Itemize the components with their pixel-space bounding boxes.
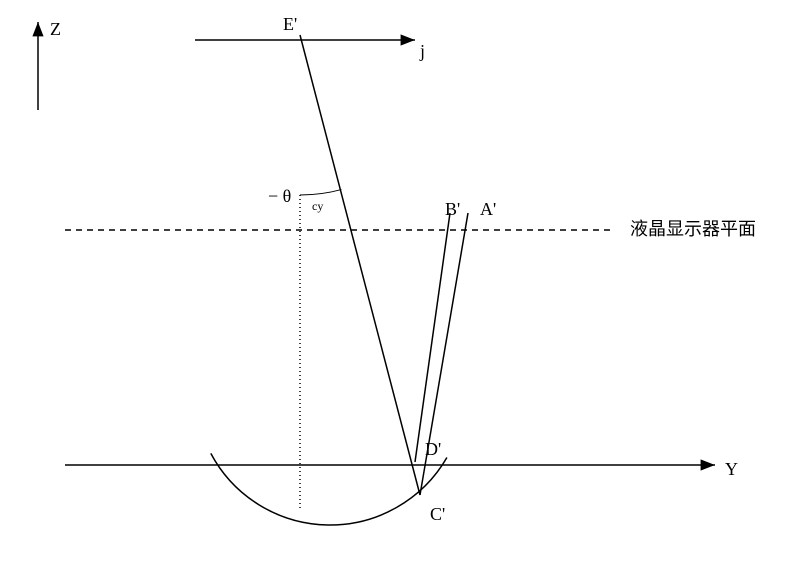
label-B-prime: B' <box>445 199 460 219</box>
label-D-prime: D' <box>425 439 441 459</box>
arrowhead <box>401 34 415 45</box>
label-Y: Y <box>725 459 738 479</box>
label-Z: Z <box>50 19 61 39</box>
label-j: j <box>419 41 425 61</box>
ray-E-C <box>300 35 420 495</box>
label-E-prime: E' <box>283 14 297 34</box>
label-lcd-plane: 液晶显示器平面 <box>630 219 756 239</box>
arrowhead <box>32 22 43 36</box>
label-theta: − θ <box>268 186 291 206</box>
label-theta-sub: cy <box>312 199 323 213</box>
angle-arc <box>300 190 341 195</box>
label-C-prime: C' <box>430 504 445 524</box>
label-A-prime: A' <box>480 199 496 219</box>
arrowhead <box>701 459 715 470</box>
